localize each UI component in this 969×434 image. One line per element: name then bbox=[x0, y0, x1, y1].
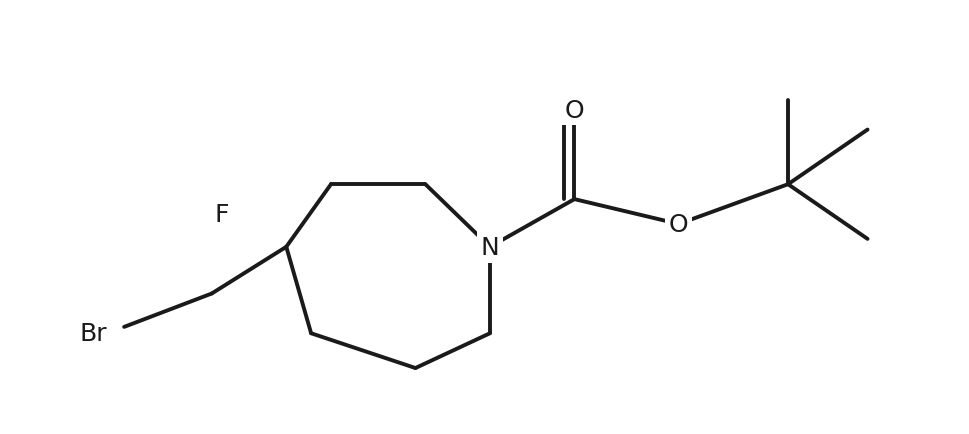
Text: O: O bbox=[669, 213, 688, 237]
Text: F: F bbox=[214, 203, 229, 227]
Text: Br: Br bbox=[79, 322, 108, 345]
Text: O: O bbox=[564, 99, 583, 122]
Text: N: N bbox=[480, 235, 499, 259]
